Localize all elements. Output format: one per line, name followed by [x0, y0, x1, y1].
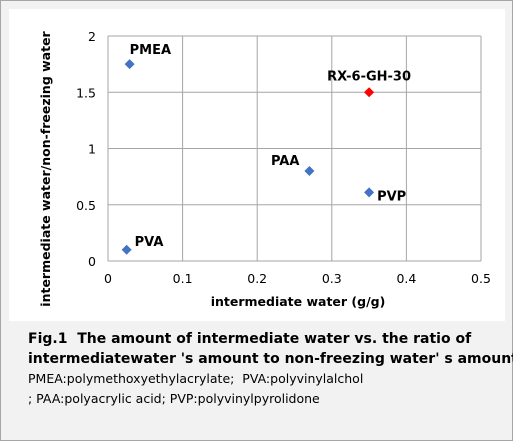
tick-labels: 0 0.1 0.2 0.3 0.4 0.5 0 0.5 1 1.5 2: [76, 29, 491, 286]
grid-lines: [107, 35, 482, 262]
x-tick-label: 0.3: [322, 271, 342, 286]
y-tick-label: 0: [88, 254, 96, 269]
data-point-pmea: [124, 59, 135, 70]
data-point-pvp: [364, 187, 375, 198]
data-label-pmea: PMEA: [130, 43, 171, 58]
y-tick-label: 1: [88, 142, 96, 157]
point-labels: PMEA PAA PVP PVA RX-6-GH-30: [130, 43, 411, 250]
caption-abbreviations-1: PMEA:polymethoxyethylacrylate; PVA:polyv…: [28, 371, 364, 386]
scatter-chart: 0 0.1 0.2 0.3 0.4 0.5 0 0.5 1 1.5 2 PMEA PAA PVP PVA R…: [38, 29, 491, 309]
y-tick-label: 0.5: [76, 198, 96, 213]
x-tick-label: 0.2: [247, 271, 267, 286]
data-label-rx-6-gh-30: RX-6-GH-30: [327, 69, 411, 84]
caption-title-line-1: Fig.1 The amount of intermediate water v…: [28, 331, 472, 347]
data-label-paa: PAA: [271, 154, 299, 169]
x-axis-label: intermediate water (g/g): [211, 294, 386, 309]
chart-panel: 0 0.1 0.2 0.3 0.4 0.5 0 0.5 1 1.5 2 PMEA PAA PVP PVA R…: [9, 9, 505, 321]
x-tick-label: 0: [104, 271, 112, 286]
caption-title-line-2: intermediatewater 's amount to non-freez…: [28, 351, 513, 367]
x-tick-label: 0.4: [396, 271, 416, 286]
y-axis-label: intermediate water/non-freezing water: [38, 30, 53, 306]
data-label-pvp: PVP: [377, 189, 406, 204]
data-point-pva: [121, 244, 132, 255]
data-label-pva: PVA: [135, 235, 164, 250]
x-tick-label: 0.5: [471, 271, 491, 286]
data-points: [121, 59, 375, 255]
data-point-rx-6-gh-30: [364, 87, 375, 98]
data-point-paa: [304, 166, 315, 176]
y-tick-label: 2: [88, 29, 96, 44]
y-tick-label: 1.5: [76, 85, 96, 100]
x-tick-label: 0.1: [173, 271, 193, 286]
figure-caption: Fig.1 The amount of intermediate water v…: [28, 329, 513, 409]
axes: [107, 36, 481, 262]
caption-abbreviations-2: ; PAA:polyacrylic acid; PVP:polyvinylpyr…: [28, 391, 320, 406]
